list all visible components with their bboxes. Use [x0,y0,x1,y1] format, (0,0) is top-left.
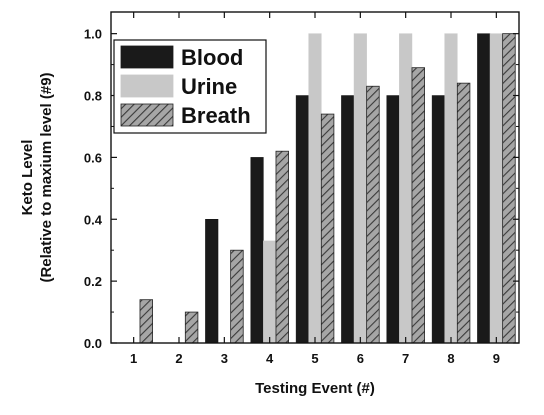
bar-breath-4 [275,150,289,344]
bar-blood-5 [295,95,309,344]
bar-breath-7 [411,67,425,344]
bar-breath-2 [184,311,199,344]
y-axis-title-line2: (Relative to maxium level (#9) [38,72,55,282]
bar-urine-6 [353,33,367,344]
bar-breath-5 [320,113,335,344]
bar-breath-3 [230,249,244,344]
x-tick-label: 1 [130,351,137,366]
y-tick-label: 0.6 [84,150,102,165]
bar-urine-8 [444,33,458,344]
y-tick-label: 0.4 [84,212,103,227]
bar-blood-8 [431,95,445,344]
x-tick-label: 6 [357,351,364,366]
bar-blood-6 [341,95,355,344]
legend-label-blood: Blood [181,45,243,70]
bar-breath-1 [139,299,153,344]
x-tick-label: 4 [266,351,274,366]
x-tick-label: 5 [311,351,318,366]
legend-label-breath: Breath [181,103,251,128]
y-axis-title-line1: Keto Level [19,140,36,216]
bar-breath-6 [366,85,380,344]
bar-breath-9 [502,33,516,344]
x-tick-label: 2 [175,351,182,366]
x-tick-label: 7 [402,351,409,366]
bar-urine-5 [308,33,322,344]
x-tick-label: 9 [493,351,500,366]
legend-swatch-breath [120,103,174,127]
bar-urine-9 [489,33,503,344]
legend-swatch-blood [120,45,174,69]
legend: Blood Urine Breath [113,39,267,134]
bar-blood-4 [250,157,264,344]
legend-label-urine: Urine [181,74,237,99]
bar-blood-7 [386,95,400,344]
x-tick-label: 3 [221,351,228,366]
bars [139,33,516,344]
axes: 0.0 0.2 0.4 0.6 0.8 1.0 1 2 3 4 5 6 7 8 9 [84,11,520,366]
bar-blood-9 [477,33,491,344]
y-tick-label: 0.0 [84,336,102,351]
bar-urine-4 [263,240,277,344]
y-tick-label: 0.8 [84,89,102,104]
y-tick-label: 1.0 [84,27,102,42]
x-tick-label: 8 [447,351,454,366]
bar-urine-7 [399,33,413,344]
bar-blood-3 [205,219,219,344]
legend-swatch-urine [120,74,174,98]
bar-breath-8 [456,82,471,344]
y-tick-label: 0.2 [84,274,102,289]
x-axis-title: Testing Event (#) [255,380,375,397]
